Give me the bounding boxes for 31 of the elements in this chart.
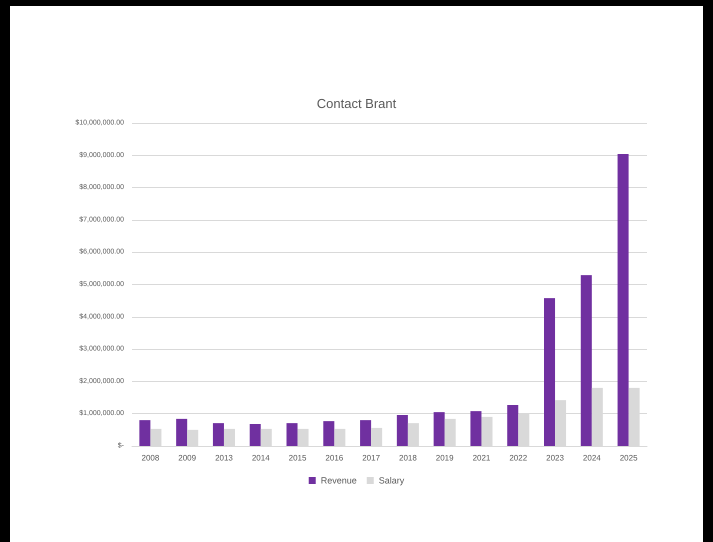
x-tick-label: 2017 [362, 454, 381, 462]
bar [434, 412, 445, 446]
x-tick-label: 2024 [582, 454, 602, 462]
x-tick-label: 2009 [178, 454, 197, 462]
bar [139, 420, 150, 446]
bar [470, 411, 482, 446]
bar [176, 418, 188, 446]
x-tick-label: 2015 [288, 454, 307, 462]
x-tick-label: 2023 [546, 454, 564, 462]
bar [286, 423, 298, 446]
x-tick-label: 2013 [215, 454, 234, 462]
x-tick-label: 2016 [325, 454, 344, 462]
bar [250, 424, 261, 446]
bar [212, 423, 224, 446]
bar [544, 298, 556, 446]
x-tick-label: 2021 [472, 454, 491, 462]
x-tick-label: 2018 [398, 454, 418, 462]
bar [580, 275, 592, 446]
legend-label: Salary [378, 476, 405, 486]
bar [618, 154, 629, 446]
legend-label: Revenue [320, 476, 357, 486]
chart-title: Contact Brant [316, 96, 397, 111]
x-tick-label: 2014 [252, 454, 270, 462]
bar [507, 404, 518, 446]
x-tick-label: 2008 [141, 454, 160, 462]
bar [360, 420, 372, 446]
x-tick-label: 2022 [509, 454, 528, 462]
bar [323, 421, 334, 446]
x-tick-label: 2019 [436, 454, 454, 462]
bar [396, 414, 408, 446]
x-tick-label: 2025 [620, 454, 638, 462]
